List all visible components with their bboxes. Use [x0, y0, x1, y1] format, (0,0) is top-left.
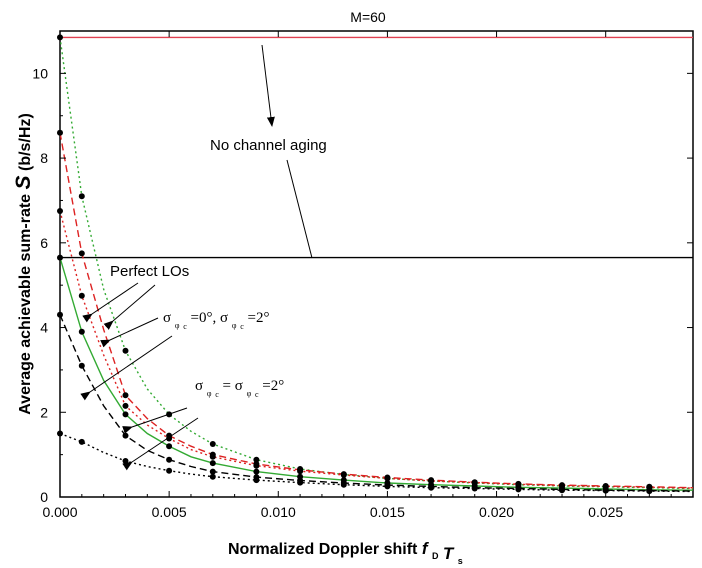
data-point-series-8 [471, 485, 478, 492]
data-point-series-4 [57, 129, 63, 136]
y-tick-label: 8 [40, 150, 48, 166]
data-point-series-3 [122, 347, 129, 354]
arrow-sigma1-1 [100, 317, 159, 348]
data-point-series-7 [166, 456, 173, 463]
data-point-series-5 [253, 462, 260, 469]
data-point-series-8 [253, 477, 260, 484]
x-tick-label: 0.010 [261, 504, 296, 520]
data-point-series-7 [122, 432, 129, 439]
annotation-perfect-los: Perfect LOs [110, 263, 189, 280]
y-axis-unit: (b/s/Hz) [17, 113, 34, 171]
x-tick-label: 0.005 [152, 504, 187, 520]
data-point-series-4 [78, 250, 85, 257]
data-point-series-8 [340, 481, 347, 488]
data-point-series-6 [78, 328, 85, 335]
annotation-no-channel-aging: No channel aging [210, 137, 327, 154]
plot-frame [59, 30, 694, 498]
annotation-sigma-1: σ φ c =0°, σ φ c =2° [163, 310, 270, 333]
y-tick-label: 0 [40, 489, 48, 505]
arrow-no-aging-red [261, 44, 275, 127]
data-point-series-4 [122, 392, 129, 399]
data-point-series-7 [57, 311, 63, 318]
y-tick-label: 10 [32, 65, 48, 81]
data-point-series-5 [297, 468, 304, 475]
arrow-sigma1-2 [80, 335, 173, 401]
annotation-sigma-2: σ φ c = σ φ c =2° [195, 378, 284, 401]
data-point-series-5 [122, 402, 129, 409]
series-line-6 [59, 257, 694, 491]
data-point-series-8 [602, 487, 609, 494]
data-point-series-8 [209, 473, 216, 480]
data-point-series-8 [57, 430, 63, 437]
data-point-series-8 [297, 479, 304, 486]
annotation-arrows [80, 44, 313, 471]
data-point-series-8 [122, 458, 129, 464]
data-point-series-8 [515, 486, 522, 493]
data-point-series-3 [57, 34, 63, 41]
x-tick-label: 0.025 [588, 504, 623, 520]
y-tick-label: 6 [40, 235, 48, 251]
x-tick-label: 0.000 [42, 504, 77, 520]
data-point-series-8 [646, 488, 653, 495]
chart-title: M=60 [350, 9, 386, 25]
data-point-series-5 [166, 435, 173, 442]
series-line-4 [59, 132, 694, 489]
data-point-series-8 [559, 487, 565, 494]
x-axis-label: Normalized Doppler shift f D T s [228, 539, 463, 566]
x-tick-label: 0.020 [479, 504, 514, 520]
data-point-series-3 [209, 441, 216, 447]
data-point-series-6 [209, 460, 216, 467]
data-point-series-5 [340, 472, 347, 478]
data-point-series-8 [166, 467, 173, 474]
y-tick-label: 4 [40, 320, 48, 336]
y-axis-label: Average achievable sum-rate S (b/s/Hz) [12, 113, 35, 415]
data-point-series-3 [253, 456, 260, 463]
data-point-series-6 [57, 254, 63, 261]
data-point-series-8 [428, 484, 435, 491]
data-point-series-6 [166, 443, 173, 450]
data-point-series-5 [78, 292, 85, 299]
data-point-series-8 [78, 438, 85, 445]
data-point-series-7 [209, 468, 216, 475]
data-point-series-6 [122, 411, 129, 418]
data-point-series-7 [78, 362, 85, 369]
data-point-series-8 [384, 483, 391, 490]
marker-layer [57, 34, 653, 495]
arrow-sigma2-2 [122, 417, 199, 471]
series-line-7 [59, 314, 694, 492]
data-point-series-5 [384, 475, 391, 482]
data-point-series-3 [78, 193, 85, 200]
data-point-series-5 [57, 208, 63, 214]
arrow-no-aging-black [286, 159, 313, 259]
x-tick-label: 0.015 [370, 504, 405, 520]
data-point-series-5 [209, 453, 216, 460]
y-tick-label: 2 [40, 404, 48, 420]
tick-layer: 0.000 0.005 0.010 0.015 0.020 0.025 0 2 4 6 8 10 [32, 31, 693, 520]
arrow-perfect-1 [82, 282, 139, 323]
y-axis-symbol: S [12, 175, 35, 189]
arrow-perfect-2 [103, 284, 156, 330]
arrow-sigma2-1 [122, 407, 188, 434]
data-point-series-6 [253, 468, 260, 475]
